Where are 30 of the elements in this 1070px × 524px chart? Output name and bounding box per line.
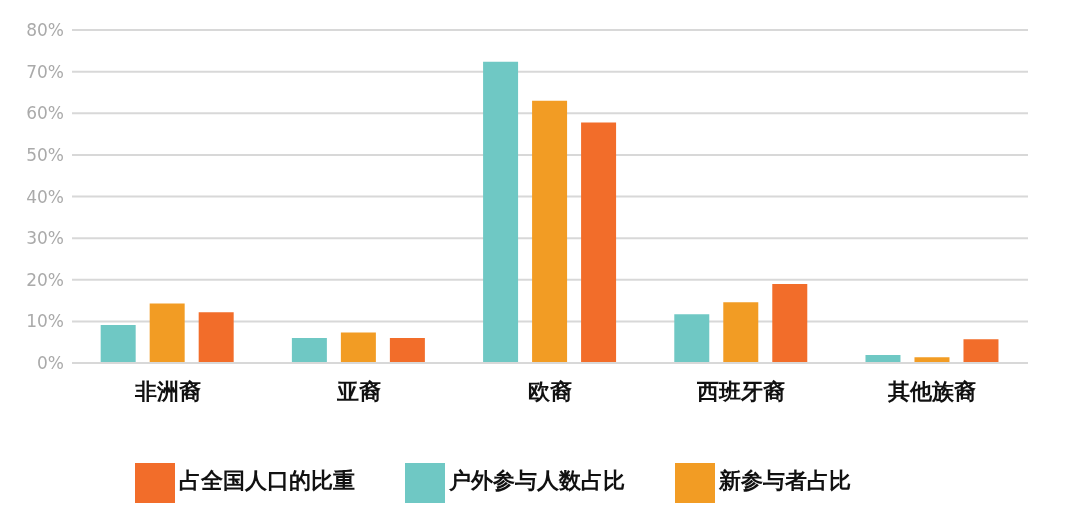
- y-tick-label: 40%: [26, 186, 64, 207]
- x-tick-label: 其他族裔: [887, 378, 977, 404]
- y-tick-label: 60%: [26, 103, 64, 124]
- x-tick-label: 亚裔: [335, 378, 381, 404]
- bar: [340, 332, 376, 363]
- bar: [291, 338, 327, 363]
- bar: [532, 100, 568, 363]
- y-tick-label: 80%: [26, 20, 64, 41]
- y-tick-label: 20%: [26, 269, 64, 290]
- bar: [581, 122, 617, 363]
- x-tick-label: 欧裔: [528, 378, 572, 404]
- y-tick-label: 30%: [26, 228, 64, 249]
- bar: [772, 283, 808, 363]
- x-tick-label: 非洲裔: [133, 378, 201, 404]
- legend-label: 新参与者占比: [719, 467, 851, 493]
- x-tick-label: 西班牙裔: [696, 378, 786, 404]
- bar: [198, 312, 234, 363]
- legend-label: 占全国人口的比重: [179, 467, 355, 493]
- y-tick-label: 10%: [26, 311, 64, 332]
- legend-label: 户外参与人数占比: [449, 467, 625, 493]
- bar: [674, 314, 710, 363]
- bar: [723, 302, 759, 363]
- bar: [483, 61, 519, 363]
- y-tick-label: 0%: [37, 353, 64, 374]
- bar: [389, 338, 425, 363]
- y-tick-label: 70%: [26, 61, 64, 82]
- bar: [149, 303, 185, 363]
- bar: [100, 325, 136, 363]
- y-tick-label: 50%: [26, 144, 64, 165]
- bar: [963, 339, 999, 363]
